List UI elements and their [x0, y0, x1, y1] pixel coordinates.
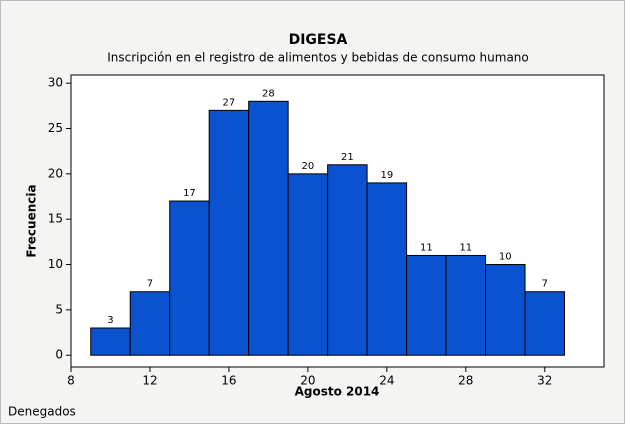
bar — [248, 100, 289, 356]
bar — [129, 291, 171, 356]
x-tick-label: 16 — [221, 374, 236, 388]
y-tick-label: 0 — [55, 348, 63, 362]
data-label: 10 — [499, 252, 512, 263]
data-label: 7 — [542, 279, 548, 290]
bar — [169, 200, 210, 356]
data-label: 3 — [107, 315, 113, 326]
data-label: 28 — [262, 88, 275, 99]
data-label: 19 — [380, 170, 393, 181]
bar — [90, 327, 131, 356]
y-tick-label: 25 — [48, 121, 63, 135]
data-label: 21 — [341, 152, 354, 163]
bar — [208, 109, 250, 356]
data-label: 11 — [459, 242, 472, 253]
data-label: 7 — [147, 279, 153, 290]
bar — [485, 264, 526, 356]
chart-title: DIGESA — [289, 32, 348, 48]
bar — [445, 254, 487, 356]
y-tick-label: 20 — [48, 166, 63, 180]
x-tick-label: 32 — [537, 374, 552, 388]
data-label: 27 — [223, 97, 236, 108]
bar — [406, 254, 447, 356]
y-axis-label: Frecuencia — [25, 184, 39, 257]
x-tick-label: 12 — [142, 374, 157, 388]
data-label: 17 — [183, 188, 196, 199]
annotation: Denegados — [8, 405, 76, 419]
y-tick-label: 30 — [48, 76, 63, 90]
x-tick-label: 20 — [300, 374, 315, 388]
x-tick-label: 8 — [67, 374, 75, 388]
bar — [327, 164, 368, 356]
bar — [287, 173, 329, 356]
bar — [366, 182, 408, 356]
x-tick-label: 28 — [458, 374, 473, 388]
y-tick-label: 10 — [48, 257, 63, 271]
bar — [524, 291, 566, 356]
x-axis-label: Agosto 2014 — [295, 385, 380, 399]
y-tick-label: 15 — [48, 212, 63, 226]
chart-subtitle: Inscripción en el registro de alimentos … — [107, 51, 529, 65]
y-tick-label: 5 — [55, 302, 63, 316]
data-label: 11 — [420, 242, 433, 253]
data-label: 20 — [302, 161, 315, 172]
x-tick-label: 24 — [379, 374, 394, 388]
